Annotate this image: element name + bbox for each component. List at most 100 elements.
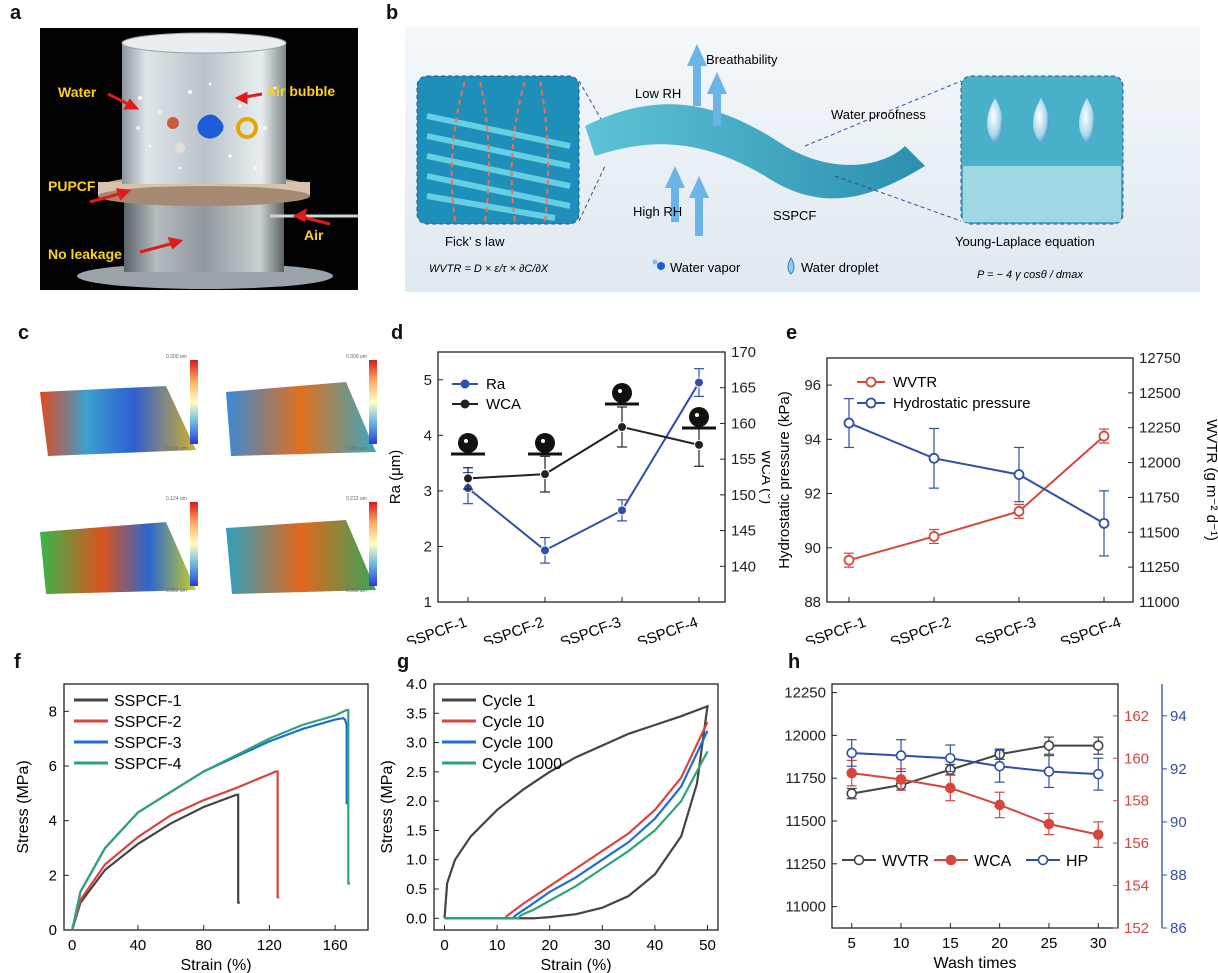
panel-label-h: h	[788, 651, 801, 673]
h-series-hp-line	[851, 751, 1099, 776]
e-ytick-label-4: 96	[804, 377, 821, 394]
d-droplet-icon-2	[612, 383, 632, 403]
g-ytick-label-1: 0.5	[406, 881, 427, 898]
d-ytick-label-2: 150	[731, 487, 756, 504]
d-point-wca-0	[463, 473, 473, 484]
d-ytick-label-1: 145	[731, 523, 756, 540]
g-ytick-label-0: 0.0	[406, 910, 427, 927]
f-ytick-label-3: 6	[49, 758, 57, 775]
h-xtick-label-5: 30	[1090, 935, 1107, 952]
e-series-0-line	[848, 435, 1105, 562]
h-ytick-label-4: 12000	[784, 727, 826, 744]
lower-cylinder	[124, 200, 284, 272]
e-legend-label-1: Hydrostatic pressure	[893, 395, 1031, 412]
h-point-wca-1	[895, 774, 907, 785]
e-ytick-label-3: 11750	[1139, 489, 1180, 506]
h-point-hp-0	[846, 747, 858, 759]
colorbar-3-max: 0.124 um	[166, 496, 187, 502]
d-ytick-label-0: 140	[731, 558, 756, 575]
flange-bottom	[98, 186, 310, 206]
panel-label-c: c	[18, 322, 30, 344]
water-droplet-label: Water droplet	[801, 260, 879, 275]
f-legend-label-2: SSPCF-3	[114, 735, 182, 752]
f-series-sspcf-4-line	[71, 708, 350, 931]
e-ytick-label-5: 12250	[1139, 420, 1181, 437]
e-point-1-1	[928, 452, 940, 464]
colorbar-3	[190, 502, 198, 586]
h-ytick-label-5: 12250	[784, 685, 826, 702]
d-ytick-label-3: 4	[424, 427, 432, 444]
d-droplet-icon-1	[535, 433, 555, 453]
h-ytick-label-0: 11000	[785, 899, 826, 916]
h2-ytick-label-5: 162	[1124, 708, 1149, 725]
h-xtick-label-4: 25	[1041, 935, 1058, 952]
h3-ytick-label-1: 88	[1170, 867, 1187, 884]
label-no-leakage: No leakage	[48, 246, 122, 262]
panel-label-b: b	[386, 2, 399, 24]
d-legend-marker-1	[460, 399, 470, 409]
low-rh-label: Low RH	[635, 86, 681, 101]
colorbar-4	[369, 502, 377, 586]
g-series-3-line	[444, 750, 709, 920]
d-point-wca-2	[617, 422, 627, 432]
e-ytick-label-3: 94	[804, 431, 821, 448]
g-series-0-line	[443, 704, 709, 920]
vapor-arrows	[665, 44, 727, 236]
g-ylabel: Stress (MPa)	[379, 760, 396, 853]
f-xtick-label-1: 40	[130, 937, 147, 954]
colorbar-4-max: 0.222 um	[346, 496, 367, 502]
d-plot-frame	[437, 351, 726, 603]
e-xtick-label-3: SSPCF-4	[1058, 614, 1123, 644]
e-ytick-label-4: 12000	[1139, 455, 1181, 472]
high-rh-label: High RH	[633, 204, 682, 219]
h-series-wvtr-line	[851, 744, 1099, 795]
e-point-1-2	[1013, 469, 1025, 480]
p-equation: P = − 4 γ cosθ / dmax	[977, 269, 1083, 281]
f-xtick-label-3: 120	[257, 937, 282, 954]
h-legend-label-1: WCA	[974, 853, 1012, 870]
h-point-wvtr-0	[846, 788, 858, 799]
d-xtick-label-2: SSPCF-3	[558, 614, 623, 644]
droplet-2	[1033, 98, 1049, 144]
f-ytick-label-0: 0	[49, 922, 57, 939]
e-ytick-label-1: 90	[804, 540, 821, 557]
e-ytick-label-1: 11250	[1139, 559, 1180, 576]
sspcf-label: SSPCF	[773, 208, 816, 223]
surface-4	[226, 520, 376, 594]
d-series-wca-line	[467, 425, 700, 480]
h-point-hp-4	[1043, 766, 1055, 777]
e-ylabel: Hydrostatic pressure (kPa)	[776, 391, 793, 569]
g-ytick-label-8: 4.0	[406, 676, 427, 693]
d-droplet-highlight-2	[618, 389, 622, 393]
d-droplet-icon-3	[689, 407, 709, 427]
f-legend-label-3: SSPCF-4	[114, 756, 182, 773]
colorbar-2	[369, 360, 377, 444]
d-legend-label-0: Ra	[486, 376, 506, 393]
cylinder-rim	[121, 32, 287, 54]
colorbar-3-min: 0.000 um	[166, 588, 187, 594]
d-xtick-label-1: SSPCF-2	[481, 614, 546, 644]
f-series-sspcf-1-line	[71, 793, 240, 931]
blue-dye	[197, 114, 224, 139]
g-legend-label-2: Cycle 100	[482, 735, 553, 752]
surface-maps: 0.300 um 0.000 um 0.300 um 0.000 um 0.12…	[36, 352, 381, 622]
h3-ytick-label-0: 86	[1170, 920, 1187, 937]
f-plot-frame	[63, 683, 369, 931]
droplet-1	[987, 98, 1003, 144]
colorbar-1-min: 0.000 um	[166, 446, 187, 452]
g-legend-label-0: Cycle 1	[482, 693, 535, 710]
apparatus-photo: Water Air bubble PUPCF No leakage Air	[40, 28, 358, 290]
panel-label-e: e	[786, 322, 798, 344]
h2-ytick-label-1: 154	[1124, 878, 1149, 895]
e-ytick-label-7: 12750	[1139, 350, 1181, 367]
h-legend-marker-1	[945, 854, 957, 866]
droplet-3	[1079, 98, 1095, 144]
e-ytick-label-6: 12500	[1139, 385, 1181, 402]
label-air: Air	[304, 227, 324, 243]
h3-ytick-label-2: 90	[1170, 814, 1187, 831]
d-ytick-label-0: 1	[424, 594, 432, 611]
h2-ytick-label-3: 158	[1124, 793, 1149, 810]
e-plot-frame	[826, 357, 1134, 603]
e-legend-marker-0	[865, 376, 877, 388]
